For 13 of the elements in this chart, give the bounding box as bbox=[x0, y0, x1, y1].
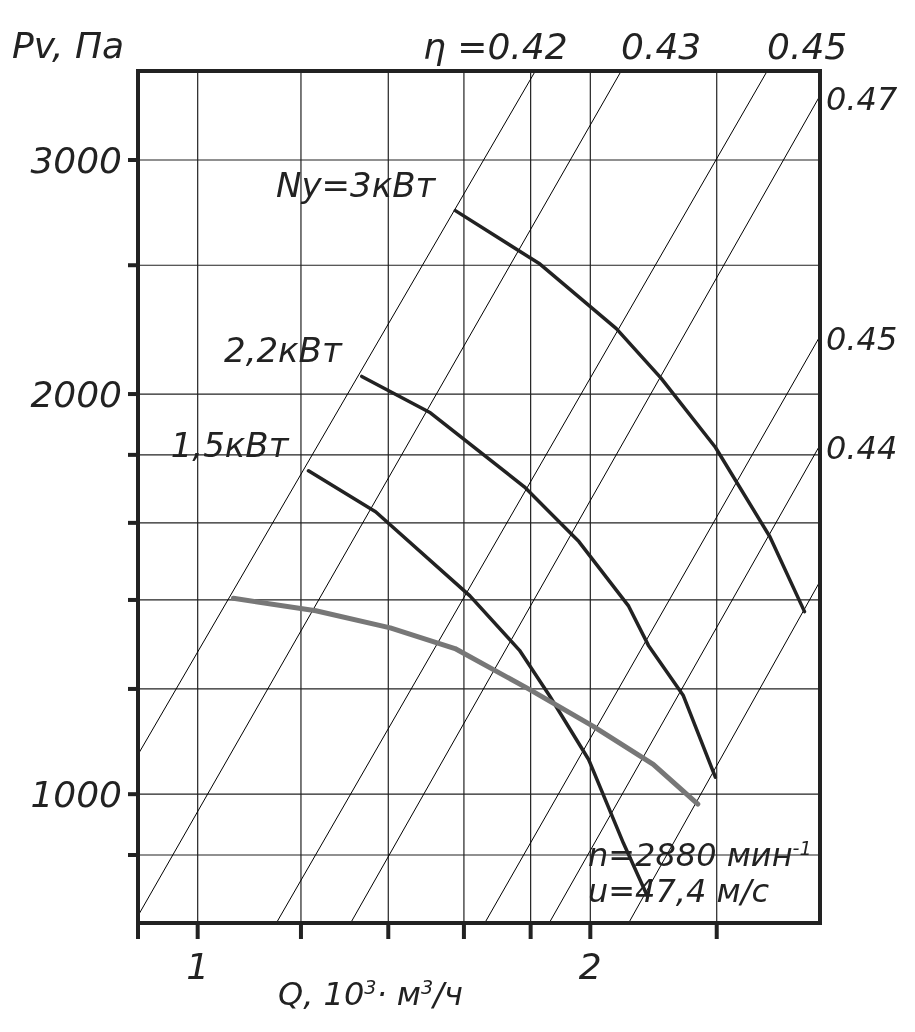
y-tick-label: 1000 bbox=[30, 774, 122, 816]
series-label: 0.45 bbox=[826, 320, 898, 359]
x-axis-title: Q, 10$^{3}$· м$^{3}$/ч bbox=[278, 975, 463, 1013]
series-label: 0.44 bbox=[826, 429, 898, 468]
series-label: 0.45 bbox=[767, 26, 848, 67]
y-axis-title: Pv, Па bbox=[12, 25, 125, 66]
y-tick-label: 3000 bbox=[30, 139, 122, 181]
x-tick-label: 2 bbox=[578, 946, 602, 987]
y-tick-label: 2000 bbox=[30, 374, 122, 416]
series-label: 0.43 bbox=[621, 26, 702, 67]
series-label: 0.47 bbox=[826, 79, 898, 118]
x-tick-label: 1 bbox=[186, 946, 210, 987]
series-label: η =0.42 bbox=[423, 26, 568, 67]
